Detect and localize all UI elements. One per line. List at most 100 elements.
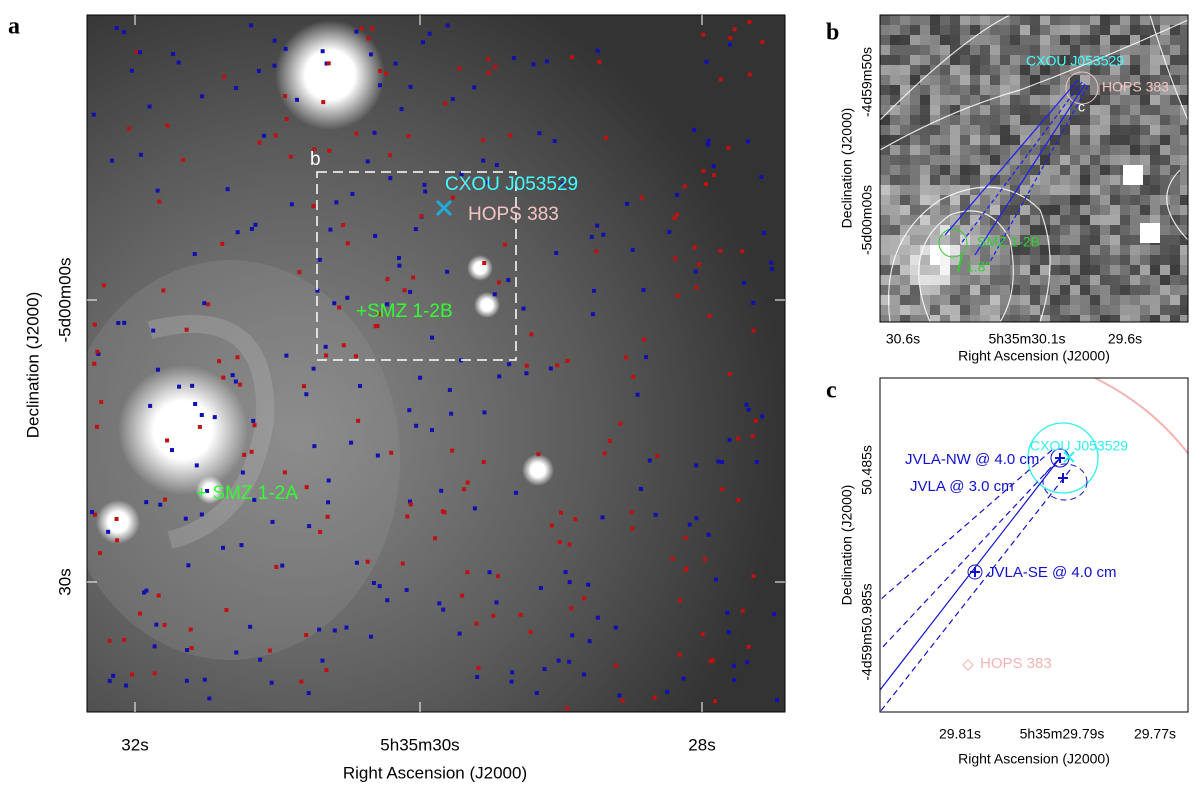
jvla-30 bbox=[1042, 463, 1088, 501]
pixel bbox=[1030, 115, 1040, 125]
photon bbox=[559, 510, 564, 515]
photon bbox=[497, 280, 502, 285]
photon bbox=[101, 283, 106, 288]
pixel bbox=[1120, 75, 1130, 85]
y-tick-label: -5d00m00s bbox=[55, 257, 74, 342]
pixel bbox=[1100, 95, 1110, 105]
photon bbox=[299, 679, 304, 684]
pixel bbox=[1030, 305, 1040, 315]
pixel bbox=[920, 95, 930, 105]
pixel bbox=[900, 195, 910, 205]
photon bbox=[261, 133, 266, 138]
pixel bbox=[1030, 275, 1040, 285]
pixel bbox=[900, 215, 910, 225]
pixel bbox=[920, 285, 930, 295]
pixel bbox=[1030, 35, 1040, 45]
pixel bbox=[1170, 305, 1180, 315]
pixel bbox=[950, 175, 960, 185]
photon bbox=[126, 126, 131, 131]
pixel bbox=[950, 105, 960, 115]
photon bbox=[744, 402, 749, 407]
photon bbox=[235, 230, 240, 235]
pixel bbox=[1090, 105, 1100, 115]
pixel bbox=[1140, 205, 1150, 215]
pixel bbox=[980, 295, 990, 305]
pixel bbox=[1170, 75, 1180, 85]
pixel bbox=[1120, 265, 1130, 275]
pixel bbox=[1010, 55, 1020, 65]
pixel bbox=[920, 75, 930, 85]
photon bbox=[324, 668, 329, 673]
pixel bbox=[1110, 65, 1120, 75]
pixel bbox=[1170, 205, 1180, 215]
pixel bbox=[950, 275, 960, 285]
pixel bbox=[1080, 45, 1090, 55]
photon bbox=[687, 522, 692, 527]
pixel bbox=[1100, 55, 1110, 65]
pixel bbox=[1080, 55, 1090, 65]
photon bbox=[647, 458, 652, 463]
pixel bbox=[1170, 275, 1180, 285]
pixel bbox=[990, 105, 1000, 115]
photon bbox=[675, 193, 680, 198]
photon bbox=[696, 262, 701, 267]
photon bbox=[350, 191, 355, 196]
photon bbox=[370, 26, 375, 31]
pixel bbox=[1020, 265, 1030, 275]
pixel bbox=[1100, 235, 1110, 245]
pixel bbox=[960, 145, 970, 155]
pixel bbox=[1030, 315, 1040, 322]
pixel bbox=[1130, 85, 1140, 95]
pixel bbox=[1040, 35, 1050, 45]
photon bbox=[630, 526, 635, 531]
pixel bbox=[1180, 225, 1188, 235]
x-axis-label: Right Ascension (J2000) bbox=[958, 751, 1110, 767]
pixel bbox=[950, 15, 960, 25]
photon bbox=[595, 223, 600, 228]
pixel bbox=[1160, 75, 1170, 85]
photon bbox=[323, 344, 328, 349]
pixel bbox=[950, 55, 960, 65]
photon bbox=[570, 633, 575, 638]
pixel bbox=[1110, 35, 1120, 45]
pixel bbox=[970, 265, 980, 275]
star bbox=[118, 365, 248, 495]
pixel bbox=[1030, 285, 1040, 295]
photon bbox=[542, 667, 547, 672]
pixel bbox=[910, 225, 920, 235]
pixel bbox=[880, 115, 890, 125]
pixel bbox=[1130, 125, 1140, 135]
photon bbox=[407, 499, 412, 504]
pixel bbox=[950, 315, 960, 322]
photon bbox=[655, 453, 660, 458]
photon bbox=[556, 658, 561, 663]
star bbox=[1140, 223, 1160, 243]
pixel bbox=[900, 45, 910, 55]
pixel bbox=[1110, 125, 1120, 135]
photon bbox=[283, 94, 288, 99]
pixel bbox=[960, 15, 970, 25]
pixel bbox=[900, 235, 910, 245]
photon bbox=[713, 699, 718, 704]
pixel bbox=[1120, 155, 1130, 165]
pixel bbox=[1000, 15, 1010, 25]
pixel bbox=[1040, 265, 1050, 275]
pixel bbox=[1170, 295, 1180, 305]
pixel bbox=[940, 105, 950, 115]
pixel bbox=[1170, 185, 1180, 195]
pixel bbox=[1080, 95, 1090, 105]
pixel bbox=[900, 185, 910, 195]
photon bbox=[341, 223, 346, 228]
pixel bbox=[980, 255, 990, 265]
pixel bbox=[900, 75, 910, 85]
pixel bbox=[910, 175, 920, 185]
photon bbox=[700, 632, 705, 637]
photon bbox=[555, 363, 560, 368]
pixel bbox=[1010, 135, 1020, 145]
photon bbox=[694, 516, 699, 521]
pixel bbox=[1160, 265, 1170, 275]
pixel bbox=[930, 35, 940, 45]
photon bbox=[459, 172, 464, 177]
pixel bbox=[1020, 85, 1030, 95]
pixel bbox=[990, 15, 1000, 25]
